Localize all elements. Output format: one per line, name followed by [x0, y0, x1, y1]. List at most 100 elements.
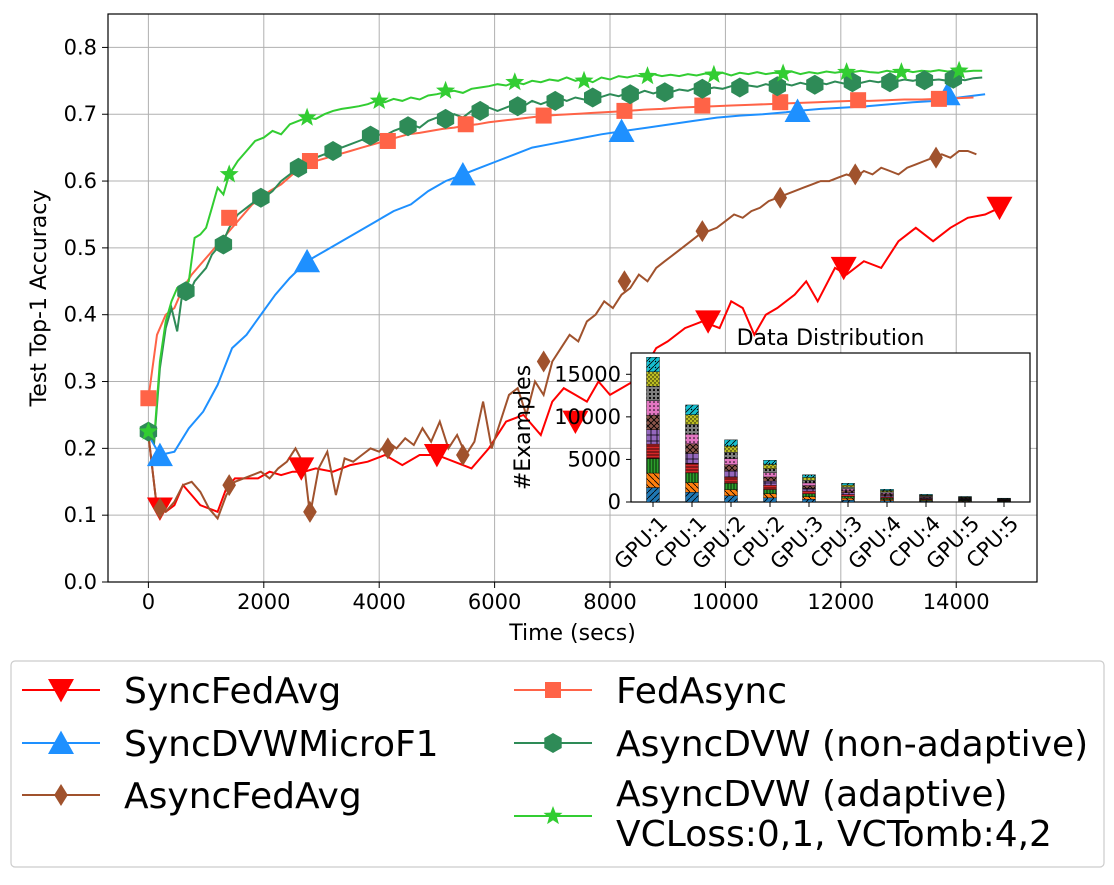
x-tick-label: 0	[142, 590, 155, 614]
inset-y-tick-label: 10000	[554, 405, 621, 429]
y-tick-label: 0.4	[64, 303, 97, 327]
series-line-sync-dvw-micro-f1	[147, 93, 986, 457]
bar-segment	[646, 472, 660, 488]
bar-segment	[685, 433, 699, 444]
data-point-async-dvw-non-adaptive	[881, 72, 899, 93]
data-point-async-fed-avg	[929, 146, 943, 169]
bar-segment	[685, 404, 699, 415]
data-point-fed-async	[379, 132, 396, 149]
bar-segment	[763, 485, 777, 490]
data-point-fed-async	[535, 107, 552, 124]
x-tick-label: 10000	[692, 590, 759, 614]
y-tick-label: 0.2	[64, 436, 97, 460]
data-point-async-dvw-non-adaptive	[324, 141, 342, 161]
bar-segment	[646, 429, 660, 445]
data-point-async-fed-avg	[617, 270, 632, 293]
inset-title: Data Distribution	[737, 326, 925, 351]
legend-marker-async-dvw-non-adaptive	[544, 733, 562, 753]
bar-segment	[724, 445, 738, 453]
data-point-fed-async	[457, 116, 474, 133]
data-point-async-dvw-non-adaptive	[656, 82, 674, 103]
data-point-sync-dvw-micro-f1	[608, 118, 635, 142]
bar-segment	[724, 452, 738, 459]
legend-label: SyncDVWMicroF1	[124, 724, 439, 765]
legend-marker-async-fed-avg	[54, 784, 68, 806]
bar-segment	[685, 462, 699, 474]
data-point-async-dvw-non-adaptive	[731, 77, 749, 98]
data-point-sync-fed-avg	[562, 410, 589, 434]
data-point-async-dvw-adaptive	[837, 62, 857, 81]
y-tick-label: 0.8	[64, 35, 97, 59]
bar-segment	[802, 488, 816, 492]
bar-segment	[763, 493, 777, 499]
data-point-async-dvw-non-adaptive	[621, 84, 639, 105]
bar-segment	[724, 470, 738, 478]
legend-marker-async-dvw-adaptive	[543, 806, 563, 825]
bar-segment	[646, 443, 660, 459]
data-point-async-dvw-adaptive	[297, 107, 317, 126]
inset-chart: GPU:1CPU:1GPU:2CPU:2GPU:3CPU:3GPU:4CPU:4…	[511, 326, 1031, 574]
bar-segment	[841, 494, 855, 497]
data-point-async-dvw-non-adaptive	[177, 281, 195, 302]
data-point-async-dvw-non-adaptive	[289, 157, 308, 178]
bar-segment	[646, 458, 660, 474]
data-point-async-dvw-non-adaptive	[509, 96, 527, 117]
plot-frame	[107, 13, 1038, 583]
y-tick-label: 0.5	[64, 236, 97, 260]
bar-segment	[802, 480, 816, 484]
data-point-sync-fed-avg	[830, 256, 857, 281]
bar-segment	[685, 492, 699, 503]
legend-label: AsyncFedAvg	[124, 776, 362, 817]
bar-segment	[685, 443, 699, 454]
bar-segment	[724, 458, 738, 465]
legend-label: AsyncDVW (non-adaptive)	[616, 724, 1088, 765]
bar-segment	[919, 494, 933, 496]
data-point-async-dvw-non-adaptive	[252, 187, 270, 208]
bar-segment	[763, 460, 777, 465]
data-point-async-fed-avg	[303, 500, 317, 523]
bar-segment	[841, 484, 855, 488]
bar-segment	[841, 486, 855, 490]
bar-segment	[724, 476, 738, 484]
data-point-fed-async	[694, 97, 711, 114]
data-point-async-dvw-non-adaptive	[399, 116, 417, 137]
bar-segment	[802, 477, 816, 481]
series-line-sync-fed-avg	[147, 206, 1000, 514]
data-point-fed-async	[616, 102, 633, 119]
data-point-sync-dvw-micro-f1	[294, 248, 321, 273]
bar-segment	[685, 472, 699, 483]
data-point-async-dvw-adaptive	[891, 62, 911, 81]
data-point-async-dvw-adaptive	[436, 80, 456, 99]
bar-segment	[763, 489, 777, 494]
bar-segment	[841, 483, 855, 486]
x-tick-label: 14000	[923, 590, 990, 614]
data-point-async-dvw-non-adaptive	[584, 87, 602, 108]
data-point-async-dvw-non-adaptive	[214, 234, 233, 255]
data-point-async-fed-avg	[153, 497, 167, 520]
data-point-async-dvw-adaptive	[773, 63, 793, 82]
data-point-async-dvw-non-adaptive	[361, 125, 380, 146]
bar-segment	[802, 490, 816, 495]
data-point-sync-fed-avg	[423, 443, 450, 468]
series-line-async-fed-avg	[147, 150, 977, 521]
bar-segment	[646, 487, 660, 503]
inset-y-tick-label: 15000	[554, 362, 621, 386]
data-point-sync-fed-avg	[986, 196, 1013, 221]
data-point-fed-async	[140, 390, 157, 407]
bar-segment	[646, 371, 660, 387]
y-tick-label: 0.6	[64, 169, 97, 193]
data-point-async-fed-avg	[695, 220, 710, 243]
data-point-async-fed-avg	[456, 444, 470, 467]
data-point-async-dvw-adaptive	[219, 164, 239, 183]
y-tick-label: 0.1	[64, 503, 97, 527]
bar-segment	[841, 488, 855, 491]
data-point-sync-dvw-micro-f1	[146, 442, 173, 467]
bar-segment	[724, 495, 738, 503]
data-point-async-dvw-non-adaptive	[436, 108, 455, 129]
bar-segment	[802, 499, 816, 503]
legend-marker-fed-async	[545, 682, 561, 698]
data-point-fed-async	[850, 92, 867, 109]
inset-y-axis-label: #Examples	[511, 365, 536, 490]
data-point-async-fed-avg	[848, 163, 863, 186]
